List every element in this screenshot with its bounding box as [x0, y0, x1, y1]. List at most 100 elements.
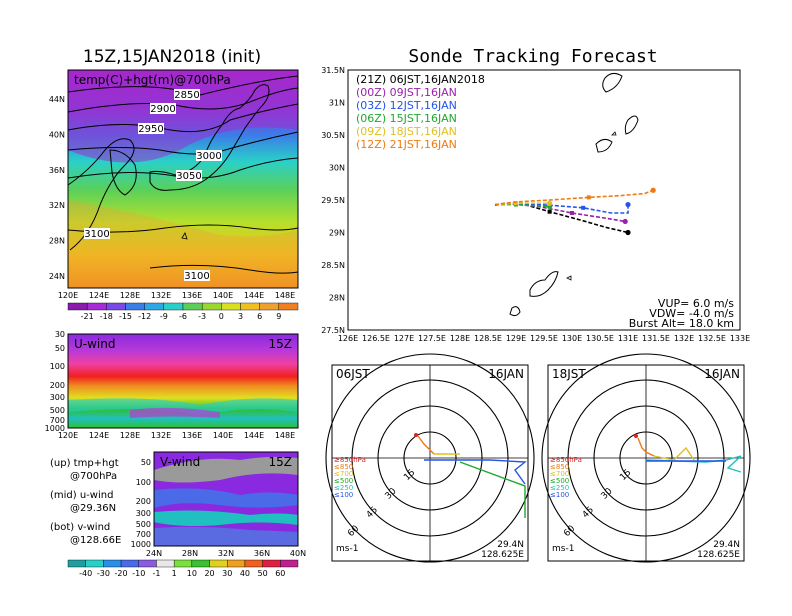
launch-params: VUP= 6.0 m/s VDW= -4.0 m/s Burst Alt= 18… — [629, 297, 735, 330]
lat-tick-label: 32N — [218, 549, 234, 558]
colorbar-label: -20 — [115, 569, 128, 578]
lat-tick-label: 28N — [49, 237, 65, 246]
colorbar-swatch — [86, 302, 107, 311]
uwind-time: 15Z — [269, 337, 293, 351]
lon-tick-label: 132E — [674, 334, 694, 343]
param-burst: Burst Alt= 18.0 km — [629, 317, 734, 330]
colorbar-label: 6 — [257, 312, 262, 321]
lon-tick-label: 124E — [89, 291, 109, 300]
colorbar-label: 1 — [172, 569, 177, 578]
lon-tick-label: 148E — [275, 431, 295, 440]
hodograph-level-label: ≤850 — [550, 463, 569, 471]
pressure-tick-label: 100 — [136, 478, 151, 487]
hodograph-level-label: ≤700 — [334, 470, 353, 478]
wind-colorbar: -40 -30 -20 -10 -1 1 10 20 30 40 50 60 — [67, 559, 299, 578]
hodo-trace-low — [417, 435, 435, 455]
vwind-panel: V-wind 15Z — [153, 451, 299, 547]
lon-tick-label: 127E — [394, 334, 414, 343]
pressure-tick-label: 300 — [136, 509, 151, 518]
lon-tick-label: 132.5E — [698, 334, 726, 343]
lon-tick-label: 132E — [151, 431, 171, 440]
legend-entry: (03Z) 12JST,16JAN — [356, 99, 457, 112]
lat-tick-label: 32N — [49, 201, 65, 210]
lon-tick-label: 130E — [562, 334, 582, 343]
colorbar-swatch — [278, 302, 299, 311]
legend-entry: (12Z) 21JST,16JAN — [356, 138, 457, 151]
colorbar-swatch — [144, 302, 165, 311]
track-lon-ticks: 126E 126.5E 127E 127.5E 128E 128.5E 129E 129.5E… — [338, 334, 750, 343]
colorbar-label: -21 — [81, 312, 94, 321]
colorbar-swatch — [262, 559, 281, 568]
uwind-panel: U-wind 15Z — [67, 333, 299, 429]
colorbar-label: -18 — [100, 312, 113, 321]
colorbar-label: 40 — [240, 569, 250, 578]
hodograph-level-label: ≤250 — [334, 484, 353, 492]
colorbar-swatch — [125, 302, 145, 311]
track-end-point — [650, 187, 656, 193]
colorbar-swatch — [163, 302, 184, 311]
note-line: @128.66E — [70, 535, 121, 546]
track-end-point — [625, 201, 631, 208]
uwind-lon-ticks: 120E 124E 128E 132E 136E 140E 144E 148E — [58, 431, 295, 440]
colorbar-swatch — [209, 559, 228, 568]
lat-tick-label: 44N — [49, 95, 65, 104]
colorbar-swatch — [67, 302, 88, 311]
pressure-tick-label: 1000 — [131, 540, 151, 549]
lat-tick-label: 24N — [146, 549, 162, 558]
lon-tick-label: 140E — [213, 431, 233, 440]
lon-tick-label: 131E — [618, 334, 638, 343]
note-line: @700hPa — [70, 471, 117, 482]
temperature-map: 2850 2900 2950 3000 3050 3100 3100 temp(… — [67, 69, 299, 289]
track-legend: (21Z) 06JST,16JAN2018 (00Z) 09JST,16JAN … — [356, 73, 485, 151]
lon-tick-label: 140E — [213, 291, 233, 300]
hodograph-date: 16JAN — [488, 367, 524, 381]
hodograph-ring — [325, 353, 535, 563]
track-map: VUP= 6.0 m/s VDW= -4.0 m/s Burst Alt= 18… — [347, 69, 741, 331]
track-burst-point — [514, 201, 518, 206]
colorbar-label: 60 — [275, 569, 285, 578]
hodograph-level-label: ≤100 — [550, 491, 569, 499]
lat-tick-label: 30.5N — [321, 131, 345, 140]
contour-label: 2950 — [138, 124, 163, 135]
hodograph-lon: 128.625E — [481, 550, 524, 560]
pressure-tick-label: 700 — [50, 416, 65, 425]
lon-tick-label: 131.5E — [642, 334, 670, 343]
contour-label: 2850 — [174, 90, 199, 101]
temperature-colorbar: -21 -18 -15 -12 -9 -6 -3 0 3 6 9 — [67, 302, 299, 321]
hodograph-lon: 128.625E — [697, 550, 740, 560]
track-burst-point — [570, 211, 574, 215]
left-lat-ticks: 44N 40N 36N 32N 28N 24N — [49, 95, 65, 281]
colorbar-swatch — [244, 559, 263, 568]
pressure-tick-label: 200 — [136, 497, 151, 506]
track-burst-point — [547, 209, 552, 214]
colorbar-swatch — [120, 559, 139, 568]
hodo-trace-high — [424, 459, 527, 485]
colorbar-label: 9 — [276, 312, 281, 321]
hodograph-time: 06JST — [336, 367, 370, 381]
hodo-trace-mid — [653, 446, 695, 461]
colorbar-label: 20 — [204, 569, 214, 578]
legend-entry: (09Z) 18JST,16JAN — [356, 125, 457, 138]
colorbar-swatch — [240, 302, 260, 311]
hodograph-level-label: ≥850hPa — [550, 456, 582, 464]
pressure-tick-label: 300 — [50, 393, 65, 402]
note-line: @29.36N — [70, 503, 116, 514]
contour-label: 3100 — [184, 271, 209, 282]
colorbar-label: 0 — [219, 312, 224, 321]
lat-tick-label: 28.5N — [321, 261, 345, 270]
lat-tick-label: 36N — [49, 166, 65, 175]
lon-tick-label: 129E — [506, 334, 526, 343]
pressure-tick-label: 50 — [141, 458, 151, 467]
lon-tick-label: 148E — [275, 291, 295, 300]
colorbar-label: -12 — [138, 312, 151, 321]
note-line: (mid) u-wind — [50, 490, 113, 501]
note-line: (up) tmp+hgt — [50, 458, 119, 469]
colorbar-swatch — [280, 559, 299, 568]
colorbar-label: -30 — [97, 569, 110, 578]
lon-tick-label: 136E — [182, 431, 202, 440]
legend-entry: (00Z) 09JST,16JAN — [356, 86, 457, 99]
track-burst-point — [586, 195, 591, 200]
